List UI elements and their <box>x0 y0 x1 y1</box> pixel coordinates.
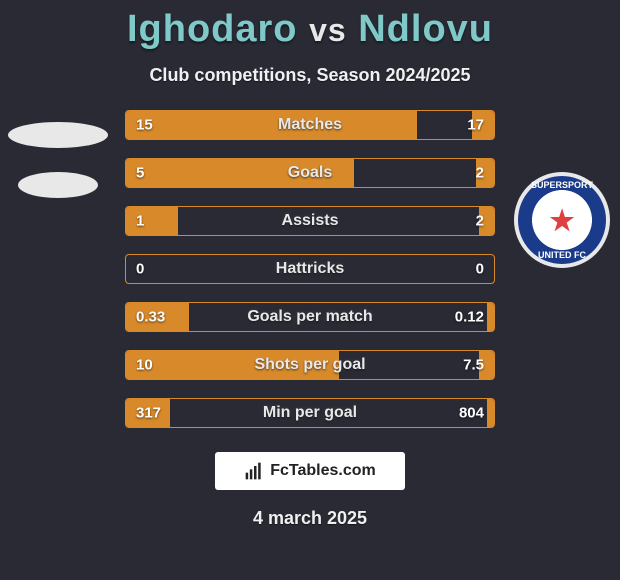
player2-name: Ndlovu <box>358 8 493 50</box>
comparison-panel: SUPERSPORT ★ UNITED FC 15 17 Matches 5 2 Goal… <box>0 110 620 428</box>
stat-value-left: 0.33 <box>136 309 165 326</box>
stat-value-left: 15 <box>136 117 153 134</box>
stat-fill-left <box>126 111 417 139</box>
stat-row: 10 7.5 Shots per goal <box>125 350 495 380</box>
player1-crest <box>8 110 108 210</box>
stat-value-left: 0 <box>136 261 144 278</box>
player2-crest: SUPERSPORT ★ UNITED FC <box>512 170 612 270</box>
stat-value-right: 0.12 <box>455 309 484 326</box>
stat-bars: 15 17 Matches 5 2 Goals 1 2 Assists 0 0 Hattricks 0.… <box>125 110 495 428</box>
stat-row: 0 0 Hattricks <box>125 254 495 284</box>
badge-text-top: SUPERSPORT <box>531 180 593 190</box>
placeholder-icon <box>18 172 98 198</box>
stat-label: Hattricks <box>276 260 344 278</box>
stat-label: Min per goal <box>263 404 357 422</box>
chart-icon <box>244 461 264 481</box>
stat-value-right: 2 <box>476 213 484 230</box>
stat-label: Goals <box>288 164 332 182</box>
stat-row: 1 2 Assists <box>125 206 495 236</box>
stat-row: 317 804 Min per goal <box>125 398 495 428</box>
stat-value-right: 804 <box>459 405 484 422</box>
stat-value-right: 0 <box>476 261 484 278</box>
club-badge-icon: SUPERSPORT ★ UNITED FC <box>514 172 610 268</box>
star-icon: ★ <box>549 204 574 237</box>
stat-value-left: 1 <box>136 213 144 230</box>
snapshot-date: 4 march 2025 <box>0 508 620 529</box>
brand-text: FcTables.com <box>270 462 376 480</box>
placeholder-icon <box>8 122 108 148</box>
vs-separator: vs <box>309 12 347 48</box>
stat-fill-right <box>487 303 494 331</box>
stat-value-left: 317 <box>136 405 161 422</box>
stat-value-right: 2 <box>476 165 484 182</box>
stat-label: Assists <box>282 212 339 230</box>
stat-value-right: 17 <box>467 117 484 134</box>
stat-label: Shots per goal <box>254 356 365 374</box>
stat-row: 0.33 0.12 Goals per match <box>125 302 495 332</box>
stat-label: Goals per match <box>247 308 372 326</box>
stat-value-right: 7.5 <box>463 357 484 374</box>
competition-subtitle: Club competitions, Season 2024/2025 <box>0 65 620 86</box>
stat-label: Matches <box>278 116 342 134</box>
stat-value-left: 5 <box>136 165 144 182</box>
badge-text-bottom: UNITED FC <box>538 250 586 260</box>
stat-fill-right <box>487 399 494 427</box>
stat-row: 5 2 Goals <box>125 158 495 188</box>
stat-row: 15 17 Matches <box>125 110 495 140</box>
comparison-title: Ighodaro vs Ndlovu <box>0 0 620 51</box>
stat-value-left: 10 <box>136 357 153 374</box>
brand-badge: FcTables.com <box>215 452 405 490</box>
player1-name: Ighodaro <box>127 8 298 50</box>
stat-fill-left <box>126 207 178 235</box>
